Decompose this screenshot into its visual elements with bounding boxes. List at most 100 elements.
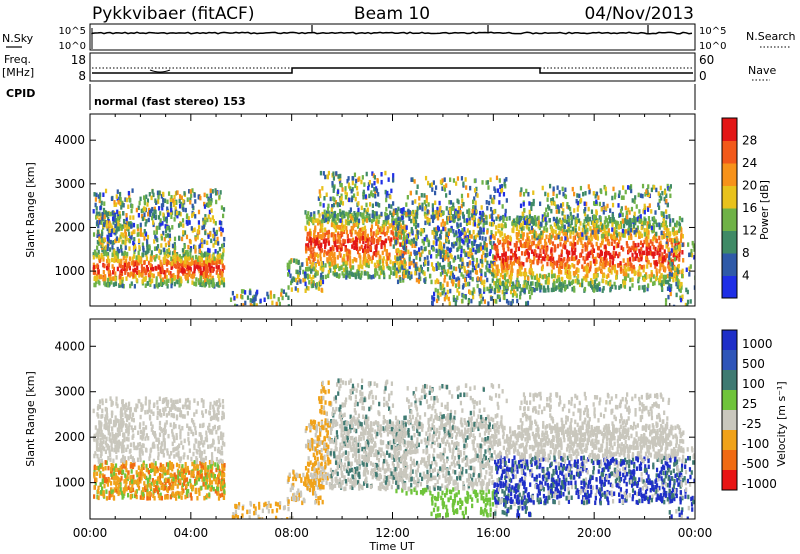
power-cell (97, 241, 101, 246)
power-cell (661, 245, 664, 250)
power-cell (381, 261, 385, 267)
power-cell (503, 178, 506, 184)
power-cell (590, 242, 593, 248)
power-cell (184, 263, 187, 269)
power-cell (640, 246, 643, 252)
power-cell (205, 252, 208, 257)
power-cell (571, 279, 575, 284)
power-cell (323, 249, 326, 255)
power-cell (374, 190, 377, 195)
power-cell (160, 233, 163, 239)
power-cell (346, 212, 349, 217)
power-cell (327, 216, 330, 222)
power-cell (133, 249, 136, 255)
power-cell (239, 294, 243, 299)
power-cell (647, 283, 650, 288)
power-cell (158, 248, 161, 254)
power-cell (119, 226, 122, 231)
power-cell (114, 281, 117, 287)
power-cell (346, 254, 349, 259)
power-cell (480, 269, 483, 274)
power-cell (498, 200, 501, 205)
power-cell (525, 188, 528, 194)
power-cell (180, 236, 184, 242)
power-cell (314, 266, 317, 272)
power-cell (431, 187, 434, 192)
power-cell (530, 216, 533, 222)
power-cell (187, 266, 190, 271)
power-cell (557, 274, 561, 280)
power-cell (411, 200, 414, 205)
power-cell (611, 284, 614, 290)
power-cell (103, 201, 106, 206)
power-cell (188, 189, 191, 194)
power-cell (596, 228, 599, 233)
power-cell (146, 244, 149, 250)
power-cell (418, 256, 422, 262)
power-cell (636, 216, 639, 222)
power-cell (549, 261, 552, 267)
power-cell (517, 246, 520, 252)
power-cell (478, 301, 481, 306)
power-cell (527, 235, 530, 241)
power-cell (609, 254, 612, 260)
power-cell (111, 252, 114, 258)
power-cell (462, 181, 465, 186)
power-cell (387, 236, 390, 241)
power-cell (168, 227, 171, 233)
power-cell (412, 218, 415, 224)
power-cell (375, 229, 379, 234)
power-cell (575, 219, 578, 225)
power-cell (613, 264, 617, 269)
power-cell (119, 234, 122, 240)
power-cell (373, 175, 377, 180)
power-cell (318, 246, 321, 251)
power-cell (653, 280, 656, 286)
power-cell (251, 298, 254, 304)
power-cell (385, 197, 388, 203)
power-cell (402, 250, 405, 256)
power-cell (533, 287, 536, 293)
power-cell (566, 284, 569, 289)
power-cell (540, 230, 543, 236)
power-cell (439, 281, 442, 287)
power-cell (503, 182, 506, 187)
power-cell (405, 234, 408, 240)
power-cell (526, 257, 529, 262)
power-cell (369, 245, 372, 251)
power-cell (181, 269, 184, 274)
power-cell (387, 220, 390, 225)
power-cell (214, 220, 217, 226)
power-cell (461, 261, 464, 267)
power-cell (587, 206, 590, 212)
power-cell (155, 254, 158, 259)
power-cell (136, 226, 140, 232)
power-cell (175, 210, 179, 216)
power-cell (366, 248, 369, 253)
power-cell (256, 289, 259, 295)
power-cell (619, 266, 622, 272)
power-cell (557, 269, 561, 275)
power-cell (309, 253, 312, 259)
power-cell (120, 248, 123, 253)
power-cell (100, 243, 103, 249)
power-cell (653, 235, 656, 240)
power-cell (161, 277, 165, 282)
power-cell (340, 183, 343, 188)
power-cell (429, 273, 432, 279)
power-cell (403, 259, 406, 265)
power-cell (171, 261, 174, 266)
power-cell (350, 225, 353, 231)
power-cell (416, 230, 419, 235)
power-cell (134, 261, 137, 267)
power-cell (173, 194, 176, 200)
power-cell (333, 218, 336, 223)
power-cell (362, 194, 365, 200)
power-cell (135, 261, 138, 266)
power-cell (432, 247, 435, 252)
power-cell (320, 261, 323, 266)
power-cell (353, 210, 356, 216)
power-cell (466, 238, 469, 243)
power-cell (662, 234, 665, 239)
power-cell (124, 238, 127, 244)
